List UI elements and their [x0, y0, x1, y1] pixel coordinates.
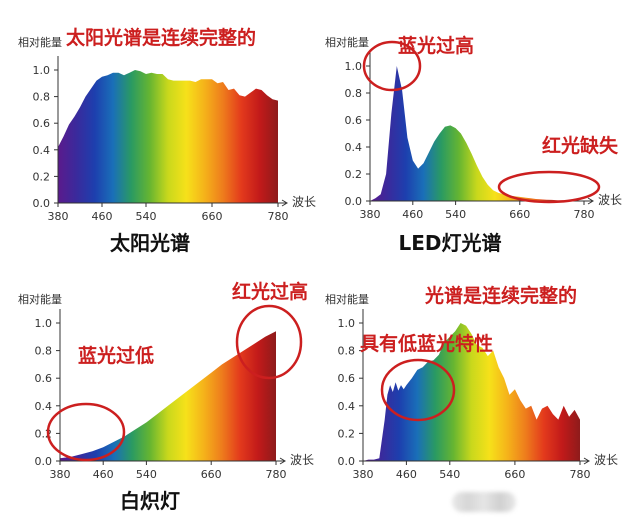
x-axis-label: 波长 [598, 193, 622, 207]
y-tick-label: 0.2 [338, 427, 356, 440]
y-tick-label: 0.8 [338, 345, 356, 358]
y-tick-label: 0.0 [338, 455, 356, 468]
annotation-ellipse [497, 170, 601, 204]
y-tick-label: 0.4 [35, 400, 53, 413]
annotation-label: 蓝光过高 [398, 34, 474, 57]
x-tick-label: 540 [445, 208, 466, 221]
x-tick-label: 380 [360, 208, 381, 221]
chart-caption: 白炽灯 [120, 489, 180, 513]
y-tick-label: 0.0 [33, 197, 51, 210]
annotation-label: 红光缺失 [542, 134, 619, 157]
y-axis-label: 相对能量 [325, 292, 369, 306]
y-axis-label: 相对能量 [325, 35, 369, 49]
x-tick-label: 540 [439, 468, 460, 481]
x-tick-label: 460 [92, 210, 113, 223]
chart-caption: LED灯光谱 [398, 231, 501, 255]
x-tick-label: 460 [396, 468, 417, 481]
x-axis-arrow [587, 197, 594, 205]
y-tick-label: 0.6 [345, 114, 363, 127]
y-tick-label: 1.0 [345, 60, 363, 73]
y-tick-label: 0.4 [338, 400, 356, 413]
y-tick-label: 0.6 [35, 372, 53, 385]
y-tick-label: 1.0 [338, 317, 356, 330]
x-tick-label: 380 [50, 468, 71, 481]
x-tick-label: 660 [509, 208, 530, 221]
y-tick-label: 0.6 [33, 117, 51, 130]
y-tick-label: 0.0 [35, 455, 53, 468]
chart-title: 光谱是连续完整的 [424, 284, 577, 307]
annotation-label: 蓝光过低 [78, 344, 154, 367]
spectrum-area [363, 323, 580, 461]
x-tick-label: 660 [504, 468, 525, 481]
y-tick-label: 0.4 [33, 144, 51, 157]
y-tick-label: 0.8 [33, 91, 51, 104]
x-tick-label: 780 [574, 208, 595, 221]
y-axis-label: 相对能量 [18, 35, 62, 49]
x-tick-label: 540 [136, 468, 157, 481]
x-axis-arrow [279, 457, 286, 465]
spectrum-area [370, 66, 584, 201]
x-axis-arrow [281, 199, 288, 207]
spectrum-area [58, 70, 278, 203]
spectrum-area [60, 331, 276, 461]
x-axis-label: 波长 [292, 195, 316, 209]
x-tick-label: 780 [570, 468, 591, 481]
y-axis-label: 相对能量 [18, 292, 62, 306]
annotation-ellipse [362, 40, 422, 92]
x-tick-label: 380 [353, 468, 374, 481]
y-tick-label: 0.6 [338, 372, 356, 385]
x-tick-label: 540 [136, 210, 157, 223]
x-tick-label: 380 [48, 210, 69, 223]
blurred-watermark [452, 492, 516, 512]
annotation-ellipse [235, 304, 303, 380]
x-tick-label: 460 [402, 208, 423, 221]
x-axis-label: 波长 [290, 453, 314, 467]
x-tick-label: 660 [202, 210, 223, 223]
annotation-ellipse [46, 402, 126, 462]
y-tick-label: 1.0 [35, 317, 53, 330]
y-tick-label: 0.2 [33, 170, 51, 183]
y-tick-label: 0.0 [345, 195, 363, 208]
y-tick-label: 1.0 [33, 64, 51, 77]
y-tick-label: 0.8 [345, 87, 363, 100]
y-tick-label: 0.4 [345, 141, 363, 154]
x-tick-label: 460 [93, 468, 114, 481]
x-tick-label: 780 [268, 210, 289, 223]
annotation-label: 红光过高 [232, 280, 308, 303]
annotation-label: 具有低蓝光特性 [360, 332, 493, 355]
x-axis-label: 波长 [594, 453, 618, 467]
y-tick-label: 0.2 [345, 168, 363, 181]
chart-title: 太阳光谱是连续完整的 [66, 26, 256, 49]
x-axis-arrow [583, 457, 590, 465]
chart-caption: 太阳光谱 [110, 231, 190, 255]
x-tick-label: 780 [266, 468, 287, 481]
y-tick-label: 0.8 [35, 345, 53, 358]
annotation-ellipse [380, 358, 456, 422]
x-tick-label: 660 [201, 468, 222, 481]
